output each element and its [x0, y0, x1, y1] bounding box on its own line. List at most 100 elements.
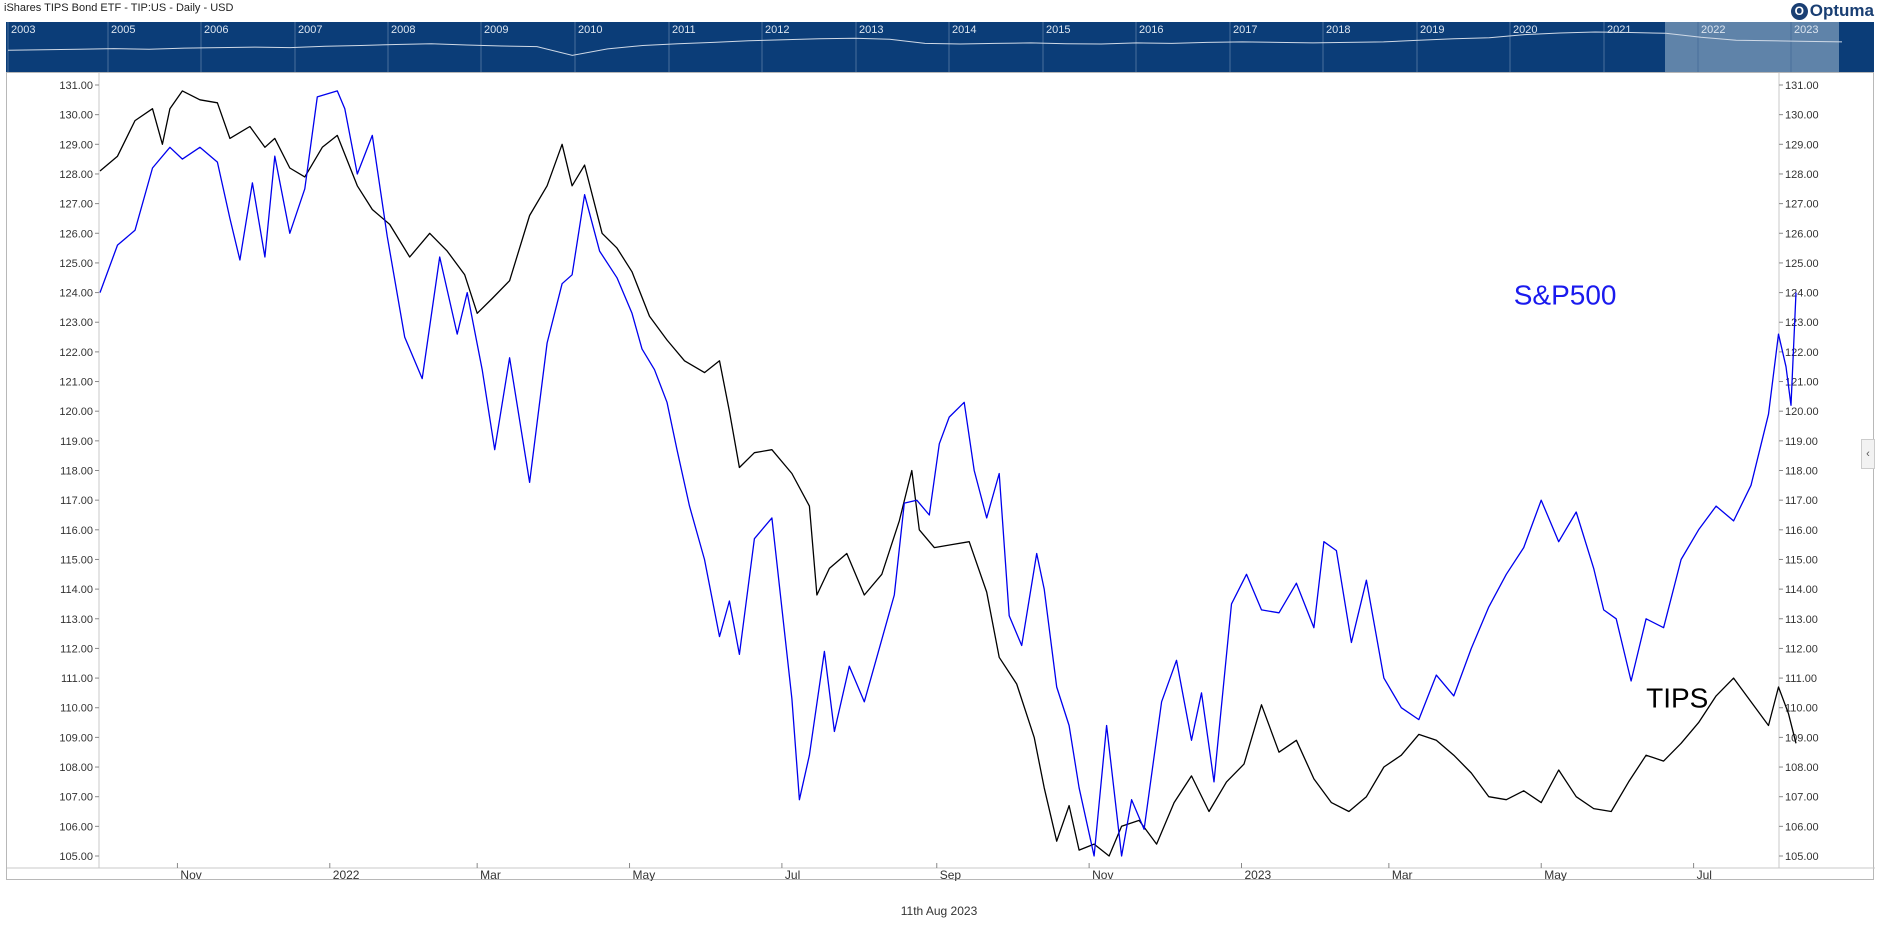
y-tick-label-right: 108.00 [1785, 762, 1819, 774]
x-tick-label: Jul [1697, 868, 1712, 881]
x-tick-label: Nov [1092, 868, 1113, 881]
y-tick-label-left: 126.00 [59, 228, 93, 240]
x-tick-label: Nov [180, 868, 201, 881]
y-tick-label-left: 109.00 [59, 732, 93, 744]
price-chart[interactable]: 105.00 105.00 106.00 106.00 107.00 107.00 108.… [7, 73, 1875, 881]
x-tick-label: 2023 [1244, 868, 1271, 881]
navigator-history-line [7, 31, 1843, 56]
y-tick-label-right: 110.00 [1785, 703, 1818, 715]
navigator-year-label: 2015 [1046, 24, 1070, 36]
y-tick-label-left: 105.00 [59, 851, 93, 863]
y-tick-label-right: 113.00 [1785, 614, 1818, 626]
collapse-panel-icon[interactable]: ‹ [1861, 439, 1875, 469]
chart-frame: 105.00 105.00 106.00 106.00 107.00 107.00 108.… [6, 72, 1875, 881]
series-label-s-p500: S&P500 [1514, 279, 1617, 310]
navigator-year-label: 2009 [484, 24, 508, 36]
y-tick-label-right: 115.00 [1785, 554, 1818, 566]
y-tick-label-right: 112.00 [1785, 643, 1818, 655]
y-tick-label-left: 124.00 [59, 288, 93, 300]
y-tick-label-left: 130.00 [59, 110, 93, 122]
y-tick-label-left: 110.00 [60, 703, 93, 715]
y-tick-label-left: 107.00 [59, 792, 93, 804]
y-tick-label-right: 128.00 [1785, 169, 1819, 181]
y-tick-label-right: 121.00 [1785, 377, 1819, 389]
y-tick-label-right: 120.00 [1785, 406, 1819, 418]
y-tick-label-left: 118.00 [60, 466, 93, 478]
x-tick-label: Mar [480, 868, 501, 881]
y-tick-label-right: 116.00 [1785, 525, 1818, 537]
navigator-svg[interactable]: 2003 2005 2006 2007 2008 2009 2010 2011 2012 2013… [6, 22, 1874, 72]
y-tick-label-left: 117.00 [60, 495, 93, 507]
navigator-year-label: 2013 [859, 24, 883, 36]
y-tick-label-right: 111.00 [1785, 673, 1817, 685]
series-line-tips[interactable] [99, 90, 1797, 857]
y-tick-label-left: 129.00 [59, 139, 93, 151]
y-tick-label-right: 122.00 [1785, 347, 1819, 359]
navigator-year-label: 2023 [1794, 24, 1818, 36]
y-tick-label-right: 109.00 [1785, 732, 1819, 744]
series-label-tips: TIPS [1646, 683, 1708, 714]
y-tick-label-left: 131.00 [59, 80, 93, 92]
y-tick-label-left: 119.00 [60, 436, 93, 448]
optuma-logo-icon: O [1790, 2, 1808, 20]
navigator-year-label: 2018 [1326, 24, 1350, 36]
y-tick-label-left: 106.00 [59, 821, 93, 833]
y-tick-label-left: 116.00 [60, 525, 93, 537]
navigator-year-label: 2021 [1607, 24, 1631, 36]
y-tick-label-left: 121.00 [59, 377, 93, 389]
y-tick-label-right: 119.00 [1785, 436, 1818, 448]
y-tick-label-left: 111.00 [61, 673, 93, 685]
y-tick-label-right: 117.00 [1785, 495, 1818, 507]
optuma-logo-text: Optuma [1809, 1, 1874, 20]
x-tick-label: Sep [940, 868, 962, 881]
optuma-logo: O Optuma [1790, 1, 1874, 21]
y-tick-label-left: 114.00 [60, 584, 93, 596]
y-tick-label-right: 125.00 [1785, 258, 1819, 270]
y-tick-label-left: 112.00 [60, 643, 93, 655]
x-tick-label: Mar [1392, 868, 1413, 881]
y-tick-label-right: 131.00 [1785, 80, 1819, 92]
y-tick-label-right: 105.00 [1785, 851, 1819, 863]
navigator-year-label: 2020 [1513, 24, 1537, 36]
y-tick-label-right: 118.00 [1785, 466, 1818, 478]
navigator-year-label: 2008 [391, 24, 415, 36]
navigator-year-label: 2005 [111, 24, 135, 36]
x-tick-label: May [633, 868, 656, 881]
y-tick-label-right: 107.00 [1785, 792, 1819, 804]
navigator-selection-window[interactable] [1665, 22, 1839, 72]
navigator-year-label: 2017 [1233, 24, 1257, 36]
y-tick-label-left: 128.00 [59, 169, 93, 181]
x-tick-label: Jul [785, 868, 800, 881]
y-tick-label-right: 127.00 [1785, 199, 1819, 211]
x-tick-label: May [1544, 868, 1567, 881]
y-tick-label-left: 108.00 [59, 762, 93, 774]
y-tick-label-left: 123.00 [59, 317, 93, 329]
y-tick-label-right: 130.00 [1785, 110, 1819, 122]
x-tick-label: 2022 [333, 868, 360, 881]
y-tick-label-left: 115.00 [60, 554, 93, 566]
navigator-year-label: 2006 [204, 24, 228, 36]
y-tick-label-left: 127.00 [59, 199, 93, 211]
navigator-year-label: 2016 [1139, 24, 1163, 36]
navigator-year-label: 2022 [1701, 24, 1725, 36]
current-date-label: 11th Aug 2023 [900, 904, 978, 918]
y-tick-label-right: 106.00 [1785, 821, 1819, 833]
y-tick-label-left: 122.00 [59, 347, 93, 359]
y-tick-label-right: 114.00 [1785, 584, 1818, 596]
navigator-year-label: 2012 [765, 24, 789, 36]
y-tick-label-right: 124.00 [1785, 288, 1819, 300]
y-tick-label-right: 126.00 [1785, 228, 1819, 240]
navigator-year-label: 2003 [11, 24, 35, 36]
navigator-year-label: 2019 [1420, 24, 1444, 36]
y-tick-label-left: 113.00 [60, 614, 93, 626]
navigator-year-label: 2014 [952, 24, 976, 36]
series-line-s-p500[interactable] [99, 90, 1797, 857]
y-tick-label-right: 129.00 [1785, 139, 1819, 151]
navigator-year-label: 2010 [578, 24, 602, 36]
y-tick-label-left: 120.00 [59, 406, 93, 418]
y-tick-label-right: 123.00 [1785, 317, 1819, 329]
y-tick-label-left: 125.00 [59, 258, 93, 270]
navigator-year-label: 2011 [672, 24, 696, 36]
navigator-year-label: 2007 [298, 24, 322, 36]
date-range-navigator[interactable]: 2003 2005 2006 2007 2008 2009 2010 2011 2012 2013… [6, 22, 1874, 72]
